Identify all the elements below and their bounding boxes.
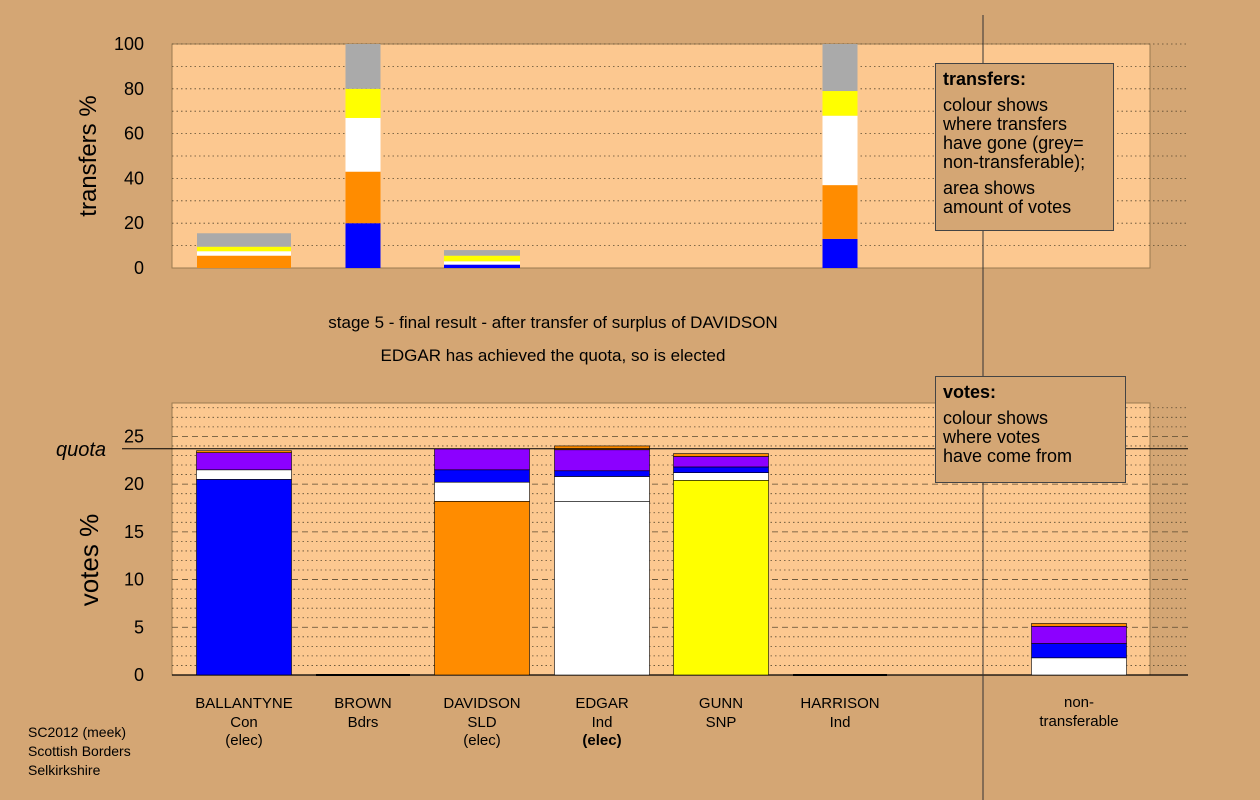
votes-y-tick-label: 25 <box>124 426 144 446</box>
candidate-party-label: Ind <box>592 714 613 731</box>
votes-bar-segment <box>196 450 292 453</box>
votes-legend-line: where votes <box>943 427 1041 447</box>
transfers-legend-title: transfers: <box>943 69 1027 89</box>
candidate-status-label: (elec) <box>463 732 501 749</box>
transfers-legend-line: area shows <box>943 178 1036 198</box>
nontransferable-label: transferable <box>1039 713 1118 730</box>
votes-bar-segment <box>196 452 292 471</box>
footer-line: Scottish Borders <box>28 743 131 759</box>
votes-bar-segment <box>673 466 769 473</box>
transfers-legend-line: colour shows <box>943 95 1049 115</box>
candidate-party-label: Con <box>230 714 258 731</box>
candidate-party-label: SNP <box>706 714 737 731</box>
transfers-bar-segment <box>197 255 291 268</box>
votes-bar-segment <box>554 449 650 472</box>
transfers-bar-segment <box>822 44 858 92</box>
transfers-legend-line: amount of votes <box>943 197 1072 217</box>
votes-y-tick-label: 5 <box>134 617 144 637</box>
transfers-bar-segment <box>444 261 520 265</box>
transfers-y-tick-label: 60 <box>124 124 144 144</box>
nontransferable-label: non- <box>1064 694 1094 711</box>
transfers-y-tick-label: 0 <box>134 258 144 278</box>
candidate-name-label: BROWN <box>334 695 392 712</box>
transfers-y-tick-label: 40 <box>124 168 144 188</box>
transfers-bar-segment <box>345 171 381 224</box>
votes-bar-segment <box>196 469 292 480</box>
candidate-party-label: Ind <box>830 714 851 731</box>
candidate-status-label: (elec) <box>582 732 621 749</box>
votes-bar-segment <box>554 445 650 451</box>
votes-bar-segment <box>673 480 769 676</box>
votes-bar-segment <box>673 453 769 457</box>
votes-bar-segment <box>434 448 530 471</box>
transfers-y-tick-label: 20 <box>124 213 144 233</box>
transfers-bar-segment <box>444 250 520 256</box>
stage-subtitle: EDGAR has achieved the quota, so is elec… <box>381 346 726 365</box>
votes-legend-line: have come from <box>943 446 1073 466</box>
votes-legend-line: colour shows <box>943 408 1049 428</box>
transfers-bar-segment <box>345 223 381 268</box>
votes-y-axis-label: votes % <box>74 514 104 607</box>
transfers-y-axis-label: transfers % <box>75 95 102 216</box>
votes-bar-segment <box>1031 623 1127 627</box>
transfers-bar-segment <box>345 44 381 89</box>
transfers-bar-segment <box>345 88 381 118</box>
candidate-name-label: EDGAR <box>575 695 629 712</box>
transfers-legend-line: non-transferable); <box>943 152 1086 172</box>
votes-bar-segment <box>673 456 769 468</box>
candidate-name-label: BALLANTYNE <box>195 695 293 712</box>
transfers-bar-segment <box>197 251 291 256</box>
votes-bar-segment <box>1031 643 1127 659</box>
footer-line: Selkirkshire <box>28 762 101 778</box>
transfers-legend-line: have gone (grey= <box>943 133 1084 153</box>
transfers-bar-segment <box>822 115 858 186</box>
transfers-bar-segment <box>197 246 291 252</box>
votes-bar-segment <box>554 470 650 477</box>
transfers-legend: transfers: colour shows where transfers … <box>935 63 1114 231</box>
votes-bar-segment <box>434 501 530 676</box>
footer-note: SC2012 (meek) Scottish Borders Selkirksh… <box>28 723 131 780</box>
votes-legend-title: votes: <box>943 382 997 402</box>
votes-y-tick-label: 10 <box>124 570 144 590</box>
transfers-y-tick-label: 80 <box>124 79 144 99</box>
votes-bar-segment <box>196 479 292 676</box>
candidate-party-label: SLD <box>467 714 496 731</box>
votes-y-tick-label: 0 <box>134 665 144 685</box>
candidate-name-label: GUNN <box>699 695 743 712</box>
transfers-y-tick-label: 100 <box>114 34 144 54</box>
votes-bar-segment <box>1031 626 1127 644</box>
votes-legend: votes: colour shows where votes have com… <box>935 376 1126 483</box>
footer-line: SC2012 (meek) <box>28 724 127 740</box>
stage-title: stage 5 - final result - after transfer … <box>328 313 777 332</box>
candidate-name-label: HARRISON <box>800 695 879 712</box>
candidate-name-label: DAVIDSON <box>443 695 520 712</box>
candidate-party-label: Bdrs <box>348 714 379 731</box>
transfers-bar-segment <box>822 91 858 116</box>
transfers-legend-line: where transfers <box>943 114 1068 134</box>
transfers-bar-segment <box>444 264 520 268</box>
transfers-bar-segment <box>345 117 381 172</box>
votes-bar-segment <box>434 469 530 483</box>
candidate-status-label: (elec) <box>225 732 263 749</box>
votes-bar-segment <box>554 476 650 502</box>
transfers-bar-segment <box>444 255 520 262</box>
votes-y-tick-label: 15 <box>124 522 144 542</box>
votes-y-tick-label: 20 <box>124 474 144 494</box>
votes-bar-segment <box>673 472 769 481</box>
transfers-bar-segment <box>197 233 291 247</box>
votes-bar-segment <box>554 501 650 676</box>
votes-bar-segment <box>434 481 530 502</box>
transfers-bar-segment <box>822 185 858 239</box>
quota-label: quota <box>56 439 106 461</box>
transfers-bar-segment <box>822 238 858 268</box>
votes-bar-segment <box>1031 657 1127 676</box>
